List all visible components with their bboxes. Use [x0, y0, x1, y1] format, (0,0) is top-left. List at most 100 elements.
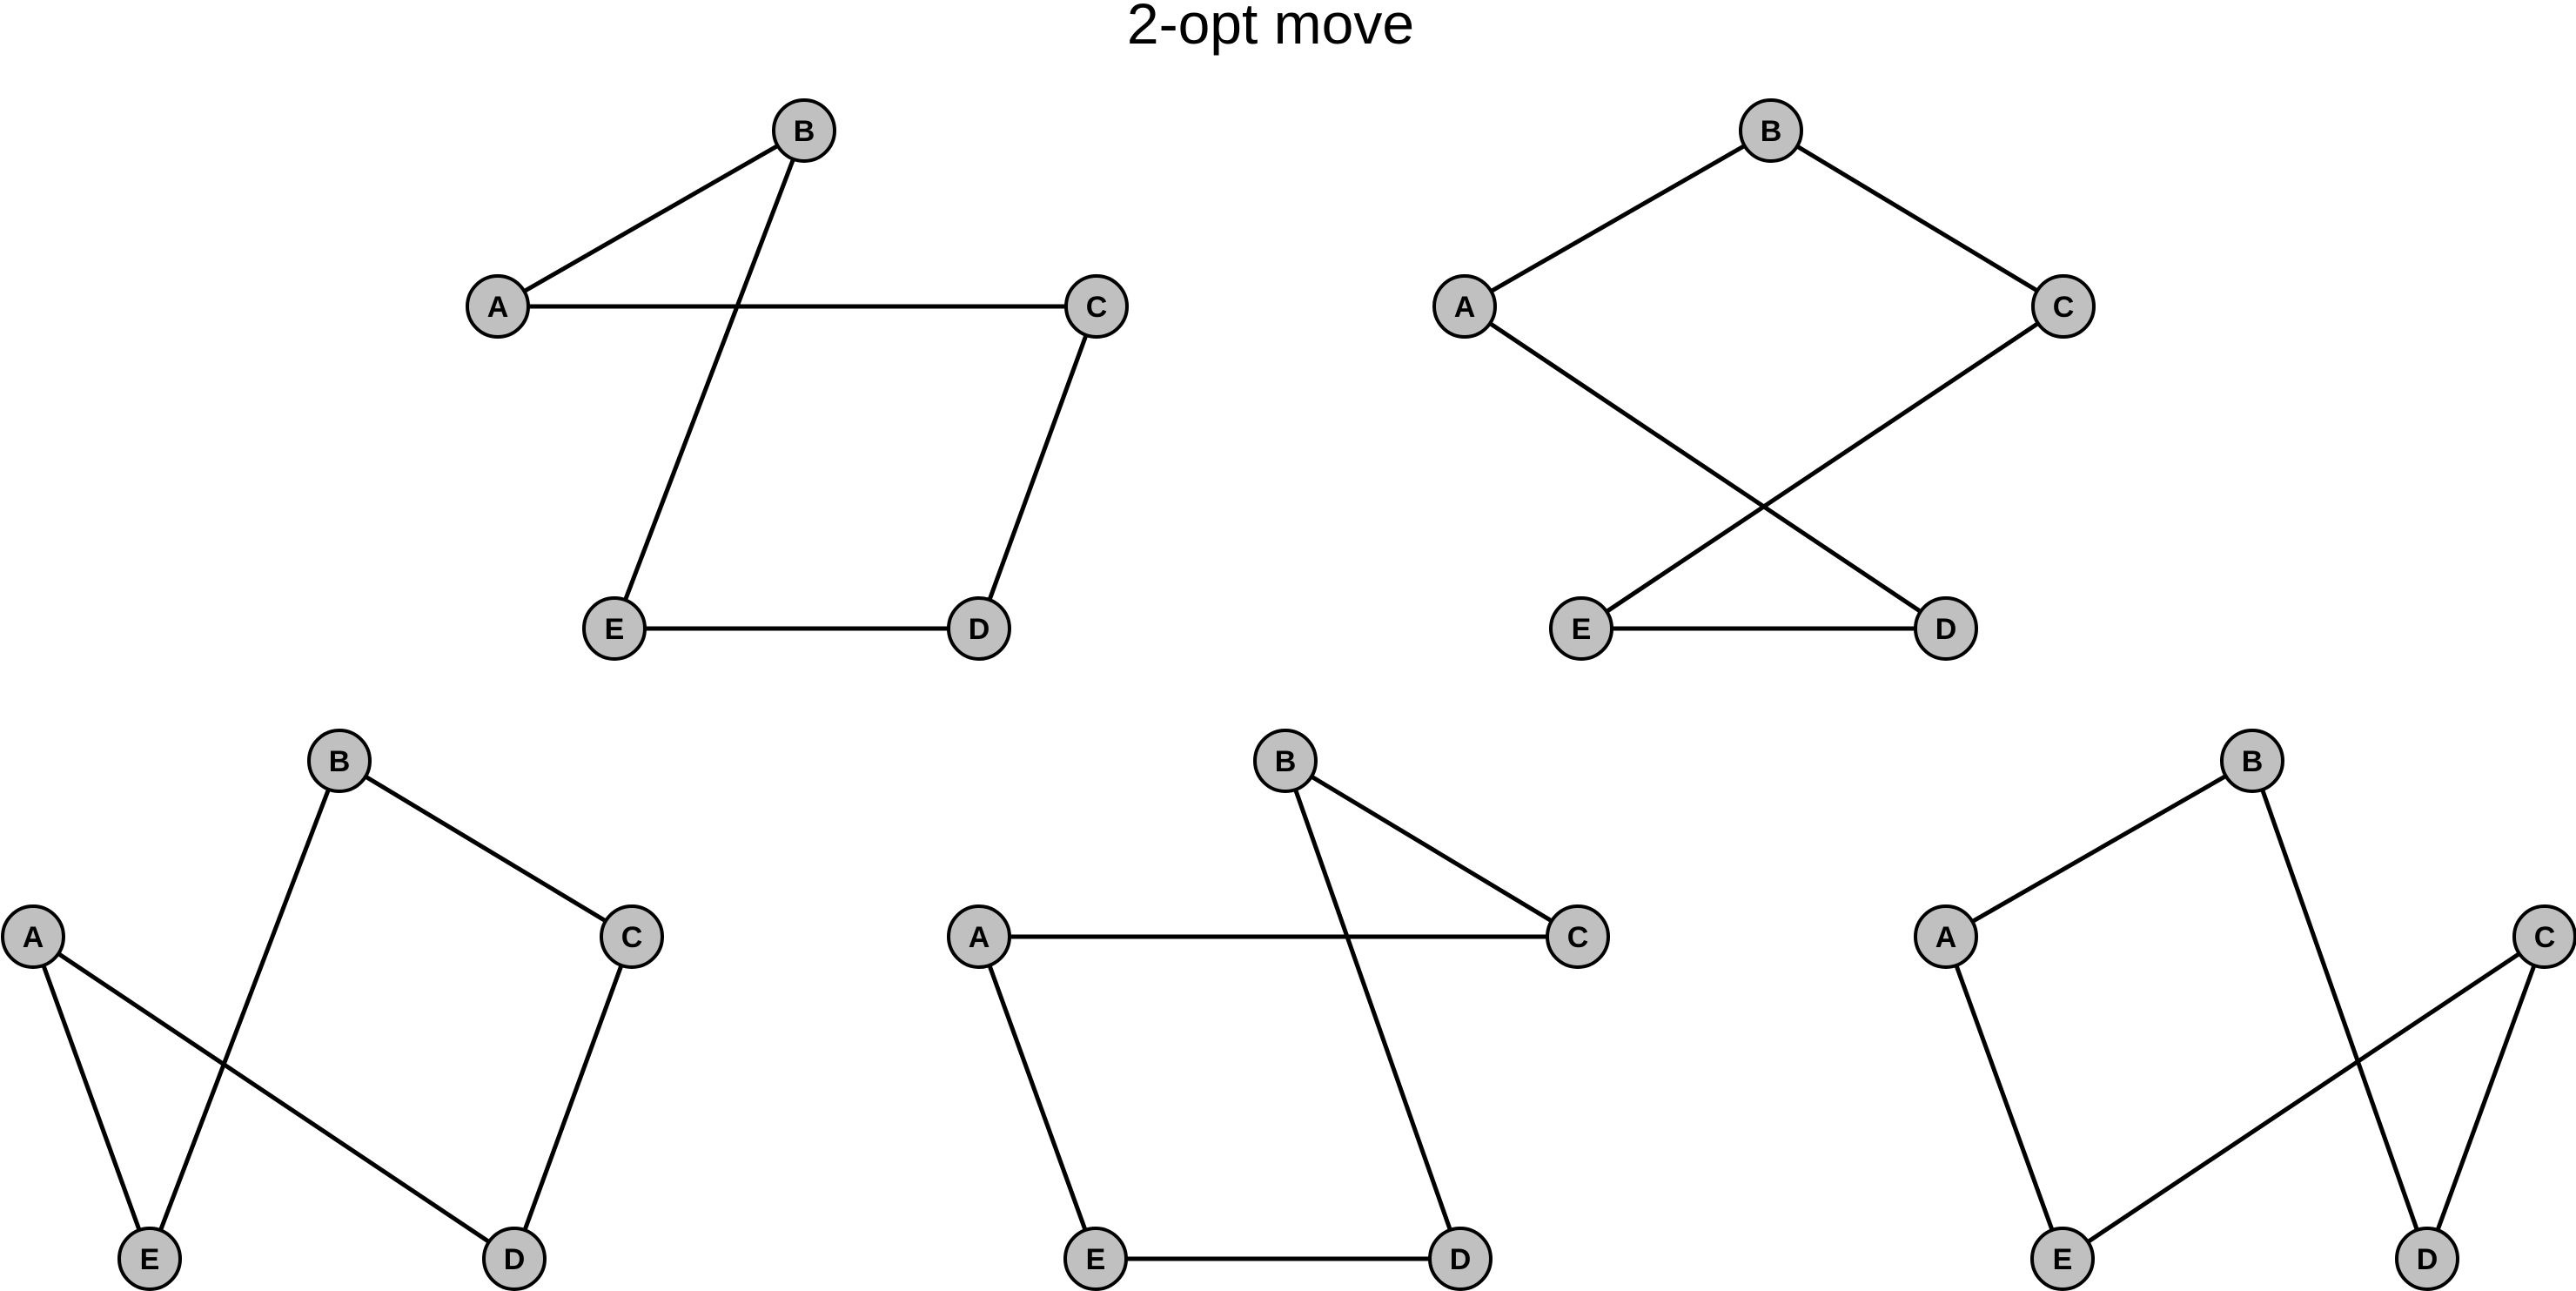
node-circle — [1064, 274, 1129, 339]
graph-panel-2: A B C D E — [1432, 98, 2096, 661]
node-label: C — [2534, 921, 2556, 954]
node-d: D — [482, 1227, 547, 1291]
edge-b-e — [612, 128, 807, 631]
node-d: D — [1428, 1227, 1493, 1291]
node-label: E — [605, 613, 625, 646]
node-circle — [1253, 729, 1318, 793]
node-c: C — [600, 904, 664, 969]
node-e: E — [2030, 1227, 2095, 1291]
edge-c-e — [1579, 304, 2066, 631]
node-label: D — [2417, 1243, 2438, 1276]
node-circle — [1063, 1227, 1128, 1291]
node-label: B — [1275, 745, 1297, 778]
node-circle — [1428, 1227, 1493, 1291]
node-a: A — [947, 904, 1011, 969]
node-label: D — [504, 1243, 526, 1276]
node-label: D — [969, 613, 990, 646]
node-circle — [307, 729, 372, 793]
node-circle — [2031, 274, 2096, 339]
edge-b-d — [2250, 758, 2430, 1261]
node-d: D — [1914, 596, 1978, 661]
node-a: A — [1914, 904, 1978, 969]
node-a: A — [466, 274, 530, 339]
node-label: B — [794, 115, 815, 148]
node-label: A — [969, 921, 990, 954]
node-label: D — [1935, 613, 1957, 646]
node-a: A — [1432, 274, 1497, 339]
edge-c-e — [2060, 934, 2547, 1261]
node-circle — [947, 596, 1011, 661]
edge-a-b — [495, 128, 807, 309]
edge-a-e — [1943, 934, 2065, 1261]
edge-a-e — [30, 934, 152, 1261]
graph-panel-5: A B C D E — [1914, 729, 2576, 1291]
node-b: B — [1739, 98, 1803, 163]
node-label: E — [1572, 613, 1592, 646]
edge-b-c — [1283, 758, 1580, 939]
edge-a-b — [1462, 128, 1774, 309]
node-label: C — [1086, 291, 1108, 324]
node-circle — [2220, 729, 2284, 793]
node-e: E — [582, 596, 647, 661]
edge-b-d — [1283, 758, 1463, 1261]
node-circle — [1914, 904, 1978, 969]
node-circle — [482, 1227, 547, 1291]
node-circle — [1739, 98, 1803, 163]
node-b: B — [1253, 729, 1318, 793]
diagram-title: 2-opt move — [1127, 0, 1414, 56]
edge-a-d — [30, 934, 517, 1261]
node-circle — [2030, 1227, 2095, 1291]
edge-b-c — [1768, 128, 2066, 309]
node-e: E — [1063, 1227, 1128, 1291]
node-circle — [1914, 596, 1978, 661]
node-label: E — [140, 1243, 160, 1276]
graphs-layer: A B C D E A B C D E A B C D E A B C D E A B C D E — [1, 98, 2576, 1291]
graph-panel-4: A B C D E — [947, 729, 1610, 1291]
node-label: C — [2053, 291, 2075, 324]
node-label: A — [487, 291, 509, 324]
node-label: C — [621, 921, 643, 954]
node-circle — [1432, 274, 1497, 339]
edge-a-b — [1943, 758, 2255, 939]
node-circle — [772, 98, 836, 163]
node-b: B — [772, 98, 836, 163]
node-d: D — [947, 596, 1011, 661]
node-e: E — [1549, 596, 1613, 661]
node-circle — [117, 1227, 182, 1291]
node-circle — [2395, 1227, 2459, 1291]
node-label: E — [1086, 1243, 1106, 1276]
graph-panel-3: A B C D E — [1, 729, 664, 1291]
node-label: A — [23, 921, 44, 954]
node-a: A — [1, 904, 65, 969]
node-c: C — [2031, 274, 2096, 339]
node-circle — [947, 904, 1011, 969]
node-label: D — [1450, 1243, 1472, 1276]
node-circle — [600, 904, 664, 969]
node-circle — [466, 274, 530, 339]
node-circle — [1549, 596, 1613, 661]
edge-a-e — [976, 934, 1098, 1261]
node-label: B — [329, 745, 351, 778]
edge-c-d — [976, 304, 1099, 631]
node-e: E — [117, 1227, 182, 1291]
node-label: B — [1761, 115, 1782, 148]
edge-b-e — [147, 758, 342, 1261]
edge-c-d — [2425, 934, 2547, 1261]
graph-panel-1: A B C D E — [466, 98, 1129, 661]
node-circle — [582, 596, 647, 661]
node-label: B — [2242, 745, 2264, 778]
node-circle — [1546, 904, 1610, 969]
node-b: B — [2220, 729, 2284, 793]
node-c: C — [2512, 904, 2576, 969]
node-label: E — [2053, 1243, 2073, 1276]
edge-a-d — [1462, 304, 1949, 631]
node-c: C — [1064, 274, 1129, 339]
node-d: D — [2395, 1227, 2459, 1291]
node-b: B — [307, 729, 372, 793]
node-circle — [2512, 904, 2576, 969]
node-label: A — [1935, 921, 1957, 954]
node-circle — [1, 904, 65, 969]
node-c: C — [1546, 904, 1610, 969]
edge-c-d — [512, 934, 634, 1261]
